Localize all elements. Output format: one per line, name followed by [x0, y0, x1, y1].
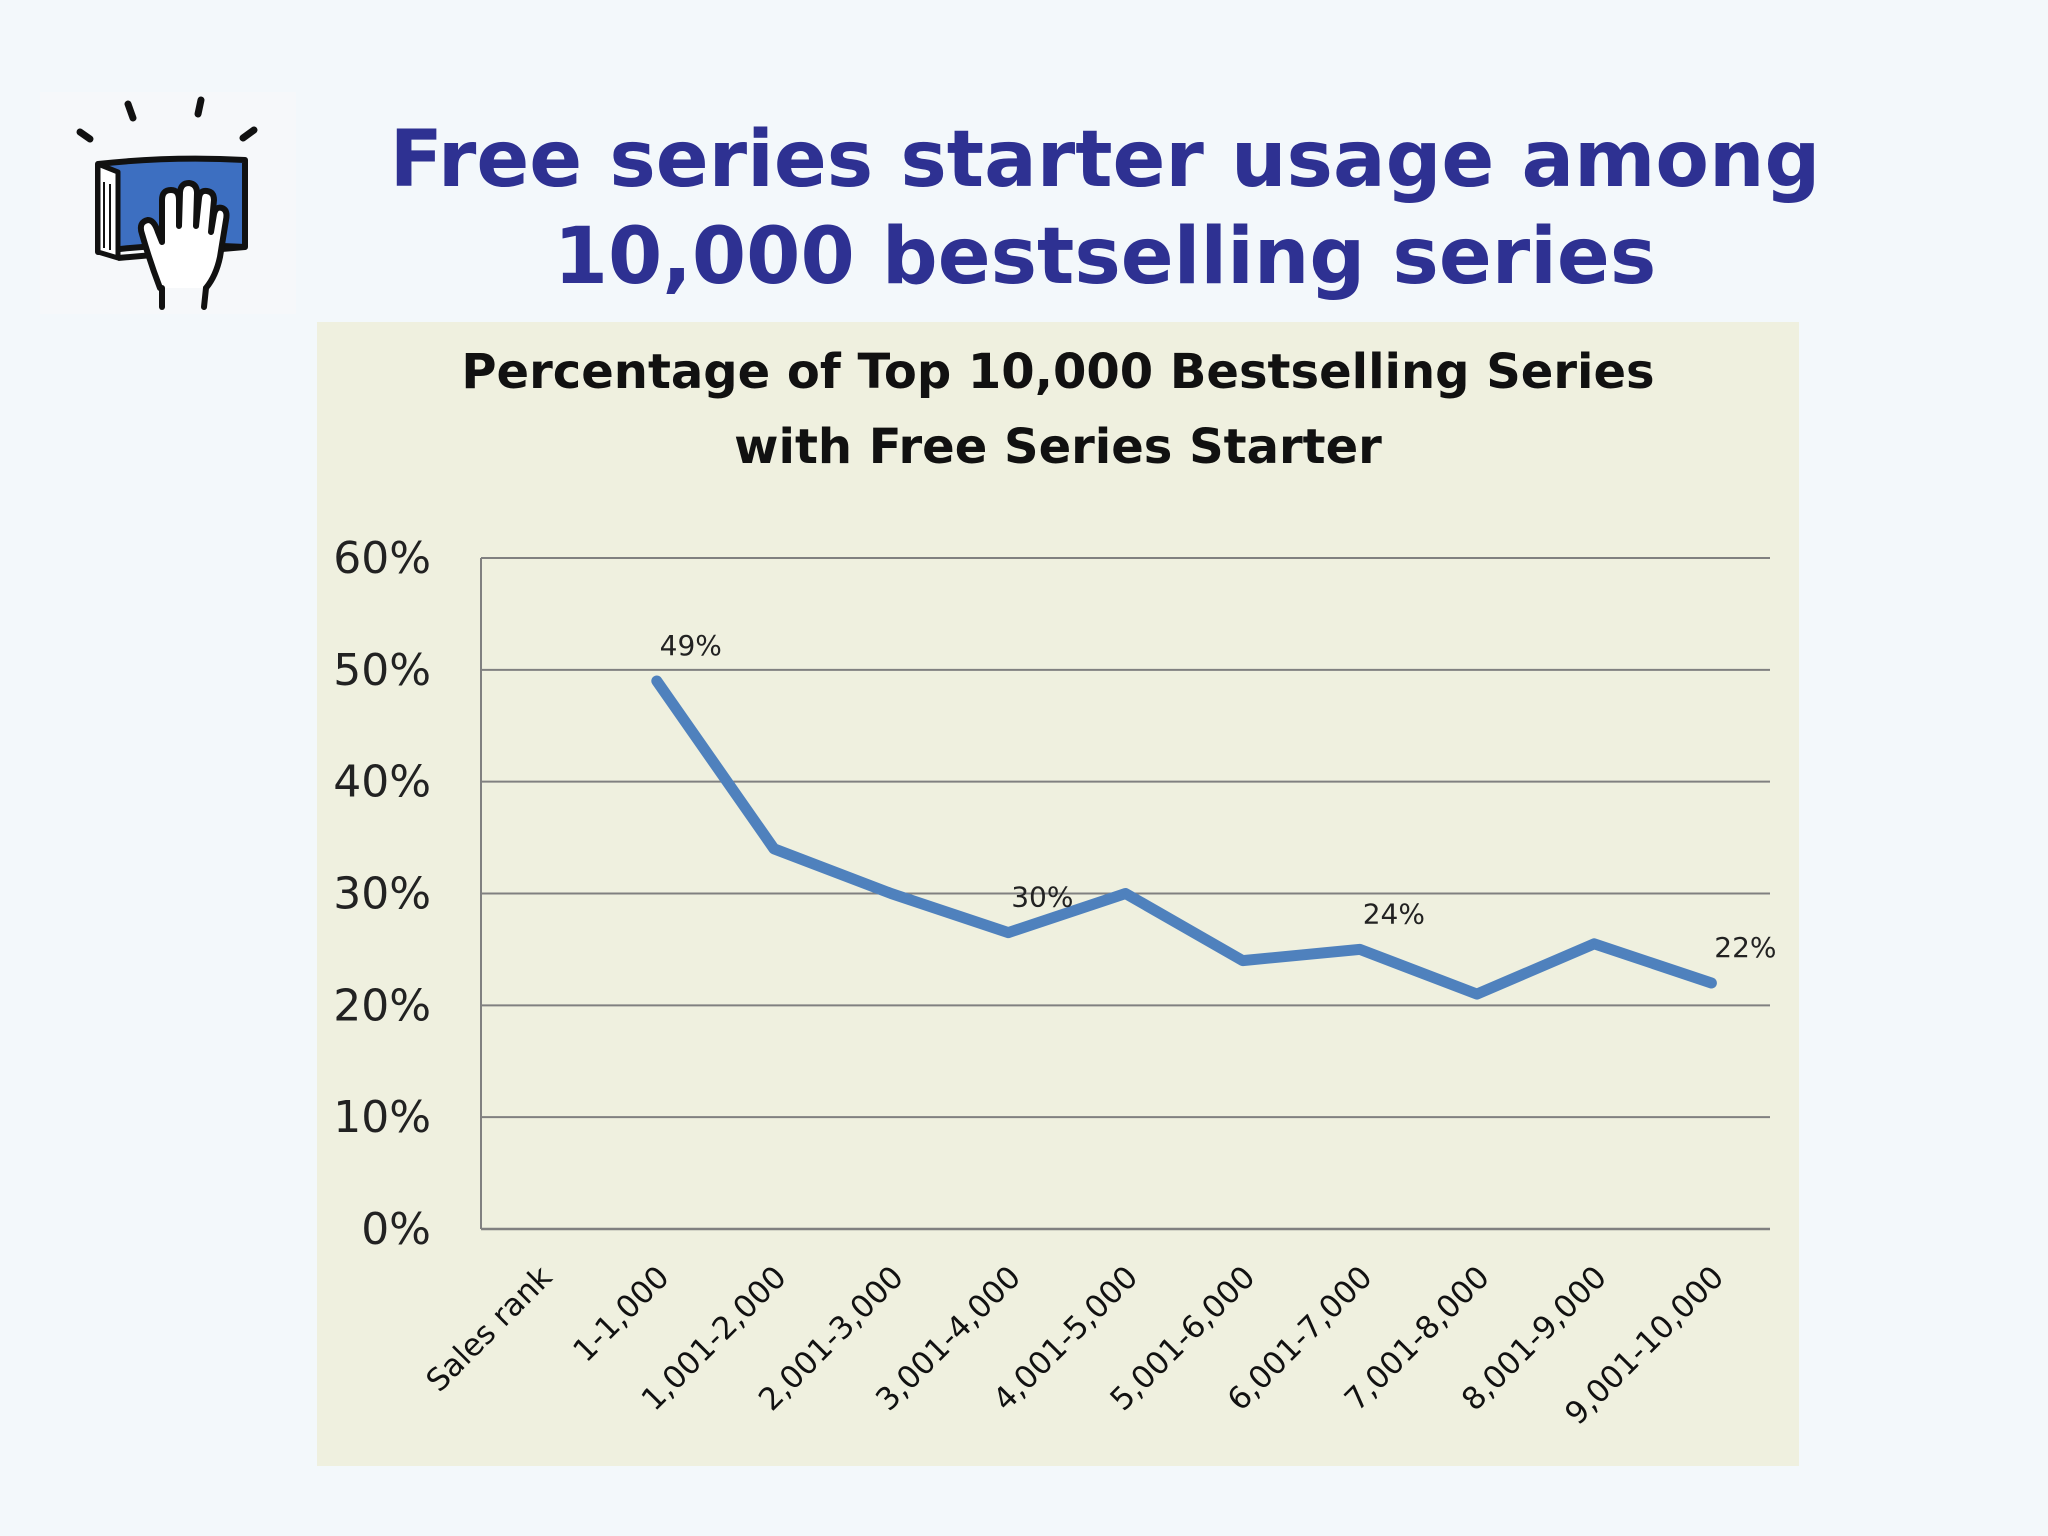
data-label: 30% — [1011, 881, 1073, 914]
x-axis-ticks: Sales rank 1-1,0001,001-2,0002,001-3,0003… — [419, 1259, 1731, 1432]
y-tick-label: 60% — [333, 533, 431, 584]
data-point — [890, 892, 893, 895]
data-label: 24% — [1363, 897, 1425, 930]
chart-title-line-2: with Free Series Starter — [734, 419, 1382, 475]
data-label: 49% — [660, 629, 722, 662]
line-chart: Percentage of Top 10,000 Bestselling Ser… — [333, 344, 1777, 1432]
data-point — [1241, 959, 1244, 962]
x-tick-label: 1-1,000 — [566, 1259, 676, 1369]
y-tick-label: 50% — [333, 645, 431, 696]
data-point — [655, 680, 658, 683]
gridlines — [481, 557, 1770, 1119]
data-point — [1593, 942, 1596, 945]
data-labels: 49% 30% 24% 22% — [660, 629, 1777, 964]
slide-title: Free series starter usage among 10,000 b… — [320, 112, 1890, 306]
x-tick-label: Sales rank — [419, 1259, 559, 1399]
axes — [480, 558, 1770, 1231]
slide-title-line-2: 10,000 bestselling series — [553, 212, 1657, 302]
chart-panel: Percentage of Top 10,000 Bestselling Ser… — [317, 322, 1799, 1466]
data-point — [1007, 931, 1010, 934]
data-point — [1710, 981, 1713, 984]
y-tick-label: 10% — [333, 1092, 431, 1143]
book-hand-icon — [40, 92, 296, 314]
series-line — [651, 675, 1717, 1000]
data-point — [1358, 948, 1361, 951]
y-tick-label: 40% — [333, 757, 431, 808]
data-point — [1476, 993, 1479, 996]
data-point — [1124, 892, 1127, 895]
slide-title-line-1: Free series starter usage among — [389, 115, 1821, 205]
y-tick-label: 0% — [361, 1204, 431, 1255]
series-layer — [651, 675, 1717, 1000]
chart-title-line-1: Percentage of Top 10,000 Bestselling Ser… — [461, 344, 1654, 400]
y-tick-label: 20% — [333, 980, 431, 1031]
y-axis-ticks: 0% 10% 20% 30% 40% 50% 60% — [333, 533, 431, 1255]
y-tick-label: 30% — [333, 869, 431, 920]
data-label: 22% — [1714, 931, 1776, 964]
data-point — [772, 847, 775, 850]
